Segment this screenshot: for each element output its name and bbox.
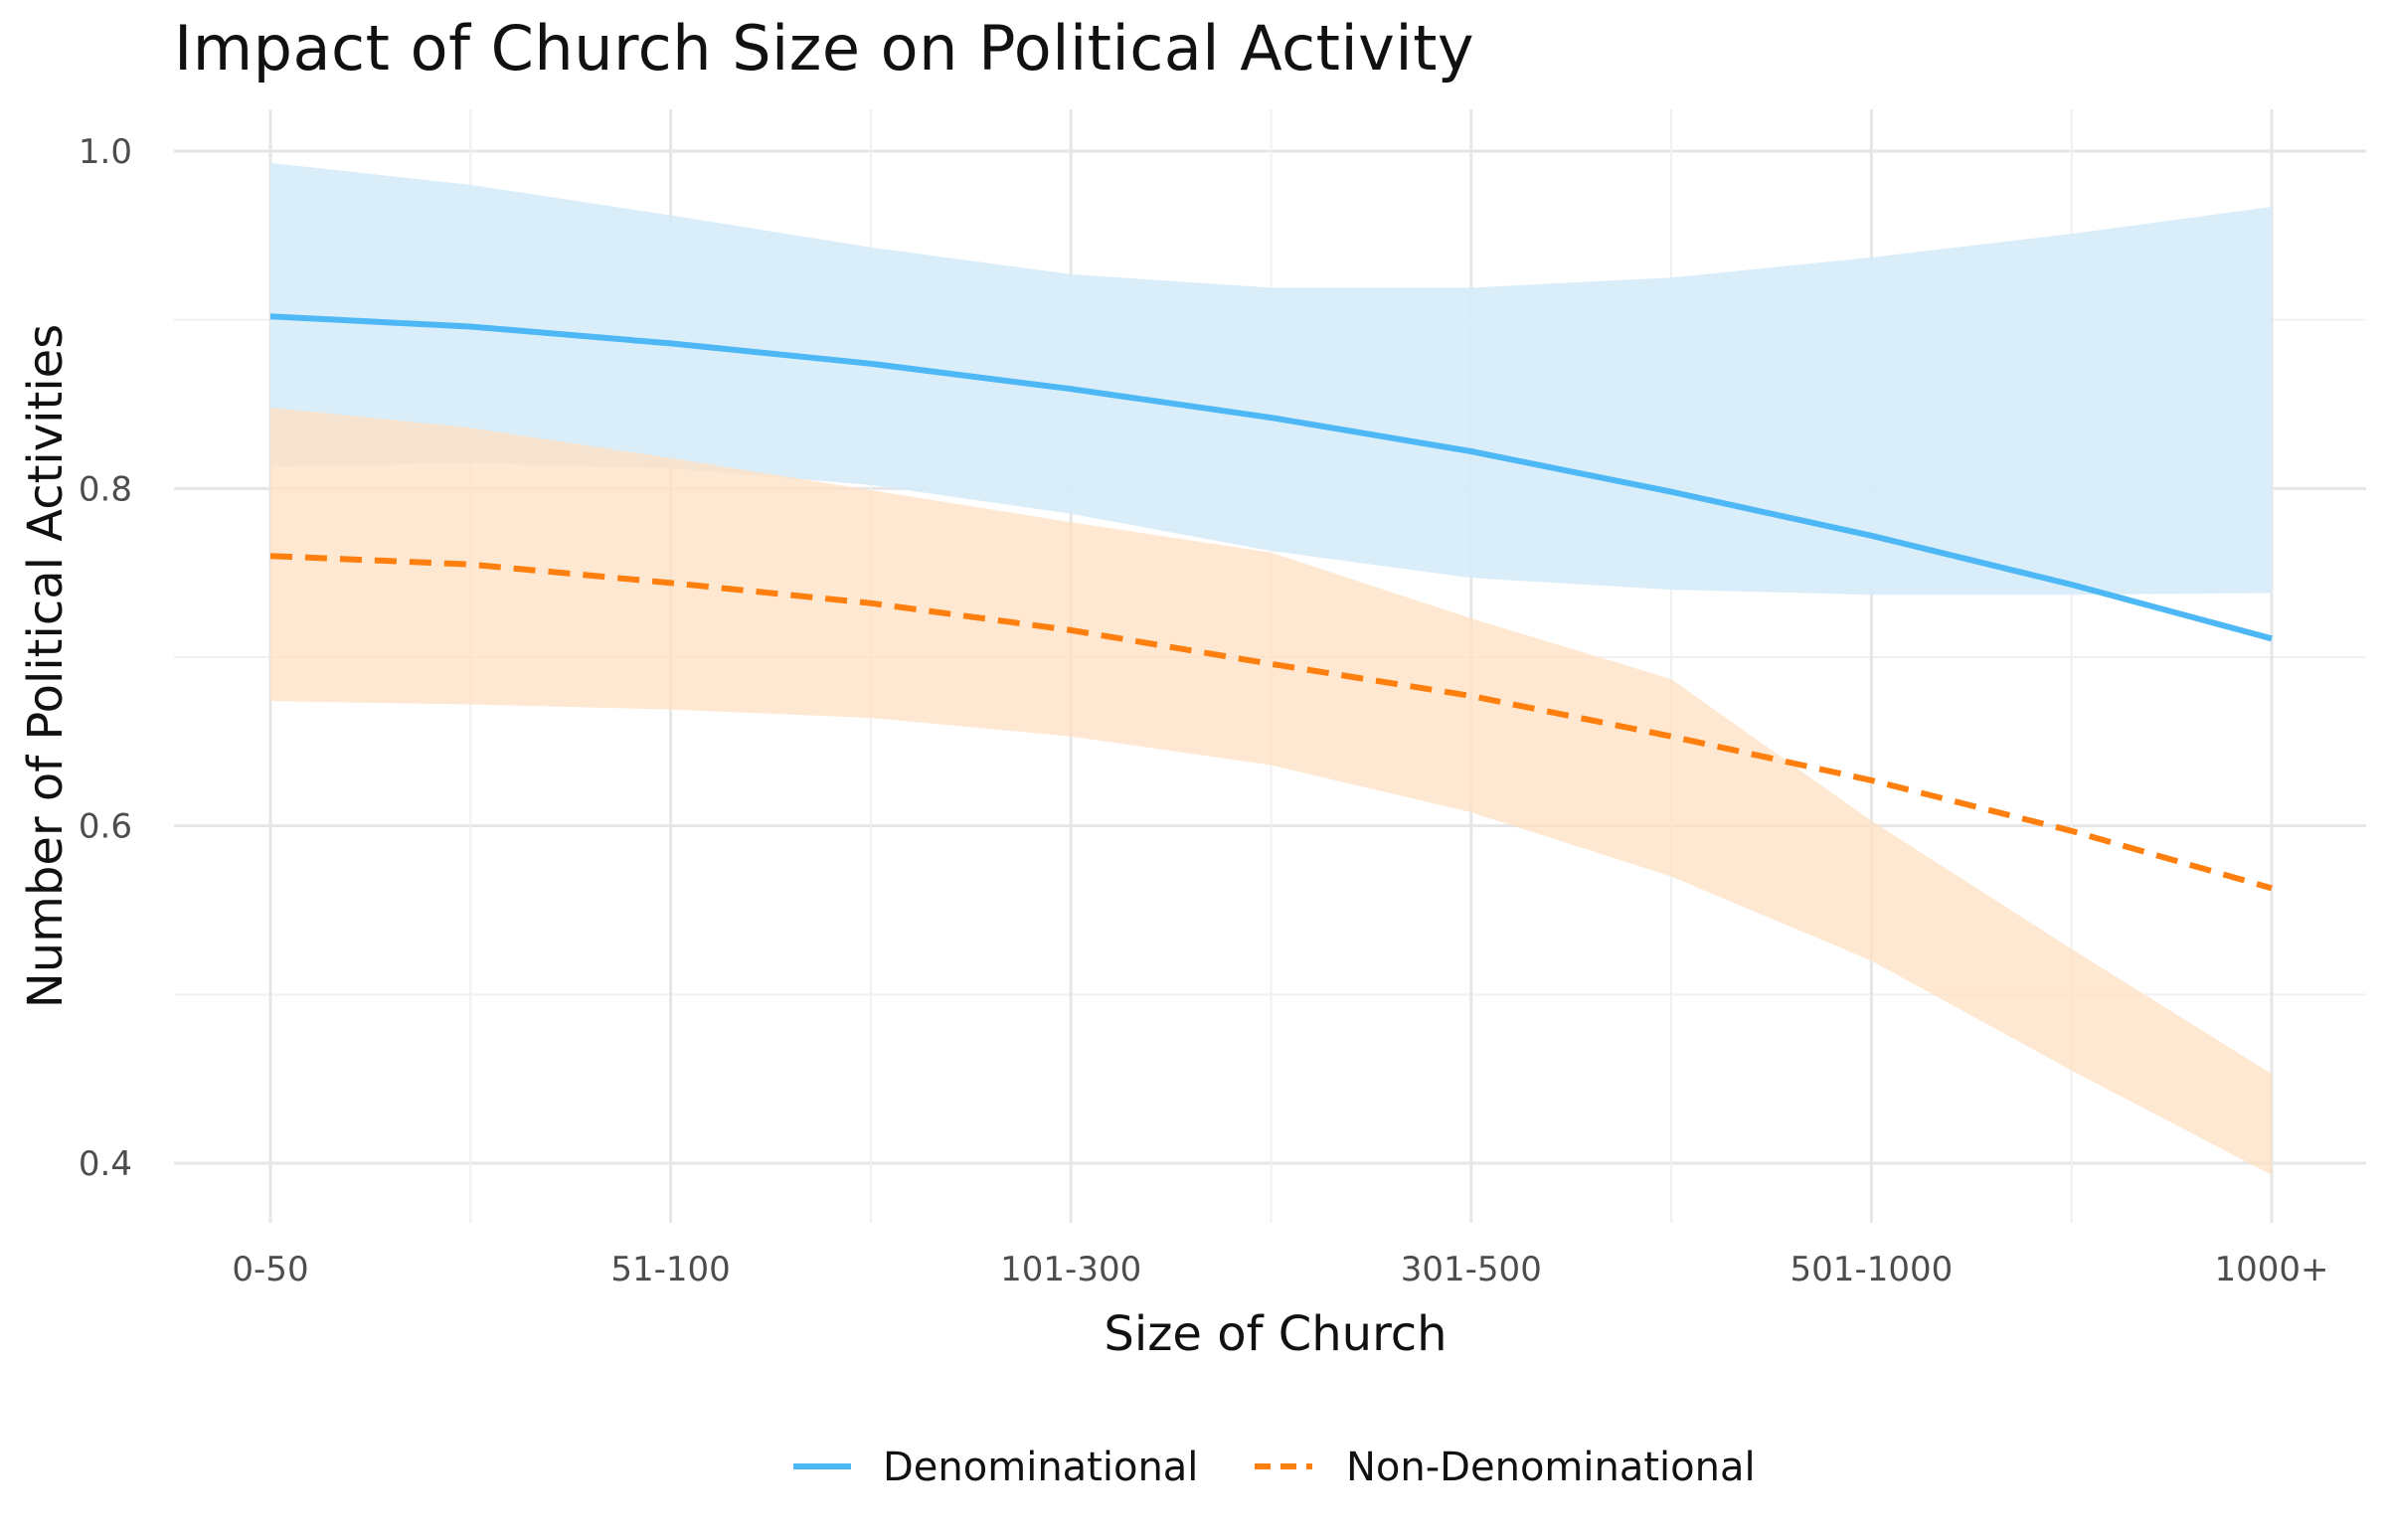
y-tick-label: 0.4 [79, 1144, 132, 1184]
series-line-denominational [269, 313, 2273, 642]
x-tick-label: 1000+ [2214, 1250, 2328, 1289]
x-tick-label: 301-500 [1401, 1250, 1542, 1289]
x-tick-label: 501-1000 [1790, 1250, 1954, 1289]
confidence-bands [270, 162, 2272, 1175]
series-lines [269, 313, 2273, 892]
y-tick-label: 1.0 [79, 132, 132, 172]
y-axis-ticks: 0.4 0.6 0.8 1.0 [79, 132, 132, 1184]
y-tick-label: 0.8 [79, 469, 132, 509]
legend-label-denominational: Denominational [883, 1445, 1198, 1490]
series-line-non-denominational [269, 553, 2273, 892]
y-axis-title: Number of Political Activities [18, 324, 74, 1008]
legend-label-non-denominational: Non-Denominational [1346, 1445, 1756, 1490]
x-axis-ticks: 0-50 51-100 101-300 301-500 501-1000 1000+ [232, 1250, 2328, 1289]
y-tick-label: 0.6 [79, 807, 132, 847]
x-tick-label: 0-50 [232, 1250, 308, 1289]
legend: Denominational Non-Denominational [793, 1445, 1756, 1490]
chart-title: Impact of Church Size on Political Activ… [174, 12, 1475, 85]
x-axis-title: Size of Church [1104, 1306, 1447, 1362]
confidence-band-non-denominational [270, 407, 2272, 1175]
confidence-band-denominational [270, 162, 2272, 596]
x-tick-label: 51-100 [610, 1250, 730, 1289]
x-tick-label: 101-300 [1000, 1250, 1141, 1289]
